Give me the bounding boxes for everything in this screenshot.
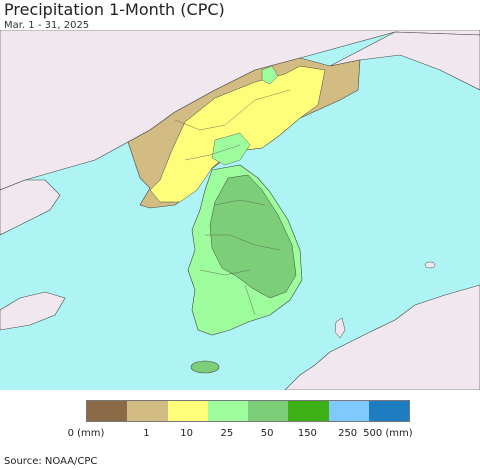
date-range: Mar. 1 - 31, 2025	[4, 20, 90, 31]
legend-label: 50	[260, 428, 274, 439]
legend-swatch	[288, 401, 329, 421]
legend-swatch	[87, 401, 128, 421]
legend-swatch	[368, 401, 409, 421]
legend-swatch	[207, 401, 248, 421]
japan-landmass	[284, 284, 480, 390]
legend-label: 250	[338, 428, 358, 439]
tsushima-island	[334, 317, 346, 339]
source-credit: Source: NOAA/CPC	[4, 456, 98, 467]
legend-swatch	[127, 401, 168, 421]
legend-color-bar	[86, 400, 410, 422]
legend-label: 25	[220, 428, 234, 439]
oki-islands	[424, 261, 436, 269]
legend-label: 150	[297, 428, 317, 439]
legend-swatch	[167, 401, 208, 421]
shandong-peninsula	[0, 291, 66, 331]
south-korea-medium-green	[209, 174, 297, 299]
legend-label: 500 (mm)	[363, 428, 413, 439]
legend-label: 10	[180, 428, 193, 439]
legend-label: 1	[143, 428, 150, 439]
liaodong-peninsula	[0, 179, 61, 236]
legend-swatch	[328, 401, 369, 421]
legend-label: 0 (mm)	[67, 428, 105, 439]
north-korea-green-patch	[261, 65, 279, 85]
legend-swatch	[248, 401, 289, 421]
jeju-island	[190, 360, 220, 374]
map-title: Precipitation 1-Month (CPC)	[4, 0, 225, 19]
precipitation-map	[0, 30, 480, 390]
wonsan-green	[211, 132, 251, 166]
province-borders	[174, 89, 291, 316]
